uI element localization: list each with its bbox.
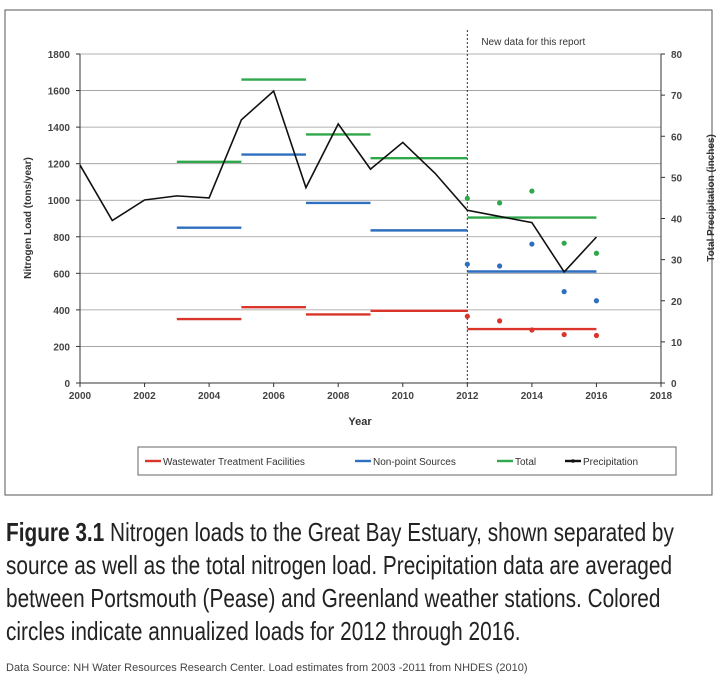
y-tick-label: 200 [53,342,70,353]
caption-text: Nitrogen loads to the Great Bay Estuary,… [6,517,674,646]
legend-box [137,446,677,476]
y2-tick-label: 30 [671,256,683,267]
y2-tick-label: 10 [671,338,683,349]
x-tick-label: 2018 [650,391,673,402]
annual-point [561,240,567,246]
annual-point [464,313,470,319]
y-tick-label: 0 [64,379,70,390]
annual-point [497,263,503,269]
legend-marker [571,459,575,463]
annual-point [593,298,600,304]
x-tick-label: 2008 [327,391,350,402]
annual-point [497,200,503,206]
annual-point [593,250,600,256]
x-tick-label: 2014 [521,391,544,402]
y-tick-label: 1000 [48,196,71,207]
chart: Year Nitrogen Load (tons/year) Total Pre… [4,9,717,496]
y2-tick-label: 40 [671,215,683,226]
y2-tick-label: 60 [671,132,683,143]
y2-tick-label: 0 [671,379,677,390]
annual-point [529,241,535,247]
annual-point [561,289,567,295]
legend-label: Wastewater Treatment Facilities [163,457,305,468]
x-axis-label: Year [348,416,372,428]
legend-label: Precipitation [583,457,638,468]
y-tick-label: 1400 [48,123,71,134]
y2-tick-label: 20 [671,297,683,308]
y2-axis-label: Total Precipitation (inches) [706,134,717,262]
source: Data Source: NH Water Resources Research… [6,662,528,674]
caption-label: Figure 3.1 [6,517,105,547]
x-tick-label: 2004 [198,391,221,402]
annual-point [529,188,535,194]
chart-frame [4,9,713,496]
annual-point [529,327,535,333]
y-tick-label: 1600 [48,87,71,98]
y-tick-label: 800 [53,233,70,244]
y-tick-label: 1800 [48,50,71,61]
annual-point [561,331,567,338]
legend-label: Total [515,457,536,468]
x-tick-label: 2000 [69,391,92,402]
annual-point [497,318,503,324]
x-tick-label: 2016 [585,391,608,402]
y-tick-label: 600 [53,269,70,280]
legend-label: Non-point Sources [373,457,456,468]
x-tick-label: 2002 [133,391,156,402]
y2-tick-label: 70 [671,91,683,102]
x-tick-label: 2012 [456,391,479,402]
x-tick-label: 2006 [263,391,286,402]
y-tick-label: 1200 [48,160,71,171]
precipitation-line [79,89,598,274]
y-tick-label: 400 [53,306,70,317]
annual-point [593,332,600,339]
x-tick-label: 2010 [392,391,415,402]
annual-point [464,195,470,201]
y2-tick-label: 80 [671,50,683,61]
annual-point [464,261,470,267]
y2-tick-label: 50 [671,173,683,184]
y-axis-label: Nitrogen Load (tons/year) [23,157,34,279]
caption: Figure 3.1 Nitrogen loads to the Great B… [6,516,710,648]
annotation-text: New data for this report [481,37,585,48]
